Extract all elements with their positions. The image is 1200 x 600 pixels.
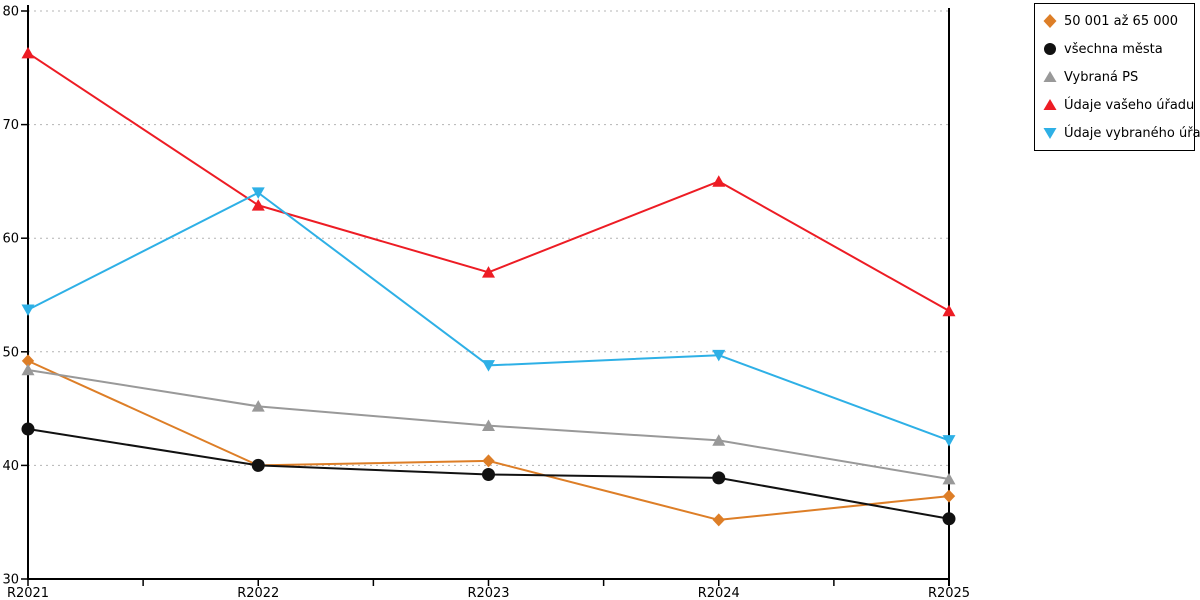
marker-3-R2022 <box>251 199 265 211</box>
marker-3-R2025 <box>942 304 956 317</box>
marker-0-R2023 <box>482 454 495 468</box>
legend-item-vsechna-mesta: všechna města <box>1043 35 1192 63</box>
series-line-0 <box>27 359 950 521</box>
marker-2-R2022 <box>251 400 265 412</box>
marker-4-R2023 <box>482 360 495 372</box>
marker-2-R2025 <box>942 472 956 485</box>
legend-label: všechna města <box>1064 41 1163 57</box>
triangle-up-marker-icon <box>1043 70 1057 84</box>
legend-item-udaje-vaseho-uradu: Údaje vašeho úřadu <box>1043 91 1195 119</box>
y-tick-label-40: 40 <box>2 459 19 474</box>
series-line-4 <box>27 191 950 442</box>
legend-item-50001-az-65000: 50 001 až 65 000 <box>1043 7 1192 35</box>
marker-4-R2025 <box>942 435 956 447</box>
marker-1-R2024 <box>712 471 726 485</box>
legend-item-udaje-vybraneho-uradu: Údaje vybraného úřadu <box>1043 119 1200 147</box>
marker-4-R2024 <box>712 349 726 362</box>
marker-4-R2021 <box>21 304 35 316</box>
y-tick-label-60: 60 <box>2 232 19 247</box>
x-tick-label-R2022: R2022 <box>237 586 279 600</box>
diamond-marker-icon <box>1043 14 1057 28</box>
marker-0-R2021 <box>21 354 35 368</box>
marker-1-R2021 <box>21 422 35 436</box>
x-tick-label-R2021: R2021 <box>7 586 49 600</box>
marker-2-R2024 <box>712 434 726 446</box>
triangle-down-marker-icon <box>1043 126 1057 140</box>
y-tick-label-50: 50 <box>2 345 19 360</box>
legend-label: 50 001 až 65 000 <box>1064 13 1179 29</box>
triangle-up-marker-icon <box>1043 98 1057 112</box>
legend-label: Údaje vybraného úřadu <box>1064 125 1200 141</box>
marker-3-R2023 <box>482 266 495 278</box>
chart-legend: 50 001 až 65 000 všechna města Vybraná P… <box>1034 3 1200 151</box>
legend-label: Údaje vašeho úřadu <box>1064 97 1195 113</box>
marker-3-R2024 <box>712 175 726 187</box>
y-tick-label-30: 30 <box>2 573 19 588</box>
legend-item-vybrana-ps: Vybraná PS <box>1043 63 1192 91</box>
marker-0-R2024 <box>712 513 725 527</box>
circle-marker-icon <box>1043 42 1057 56</box>
marker-2-R2023 <box>482 419 495 431</box>
x-tick-label-R2023: R2023 <box>467 586 509 600</box>
marker-0-R2025 <box>942 489 956 503</box>
marker-2-R2021 <box>21 363 35 376</box>
legend-label: Vybraná PS <box>1064 69 1139 85</box>
x-tick-label-R2024: R2024 <box>698 586 740 600</box>
marker-3-R2021 <box>21 46 35 59</box>
marker-1-R2025 <box>942 512 956 526</box>
marker-1-R2023 <box>482 467 495 481</box>
y-tick-label-80: 80 <box>2 5 19 20</box>
y-tick-label-70: 70 <box>2 118 19 133</box>
marker-1-R2022 <box>251 458 265 472</box>
marker-4-R2022 <box>251 187 265 199</box>
x-tick-label-R2025: R2025 <box>928 586 970 600</box>
